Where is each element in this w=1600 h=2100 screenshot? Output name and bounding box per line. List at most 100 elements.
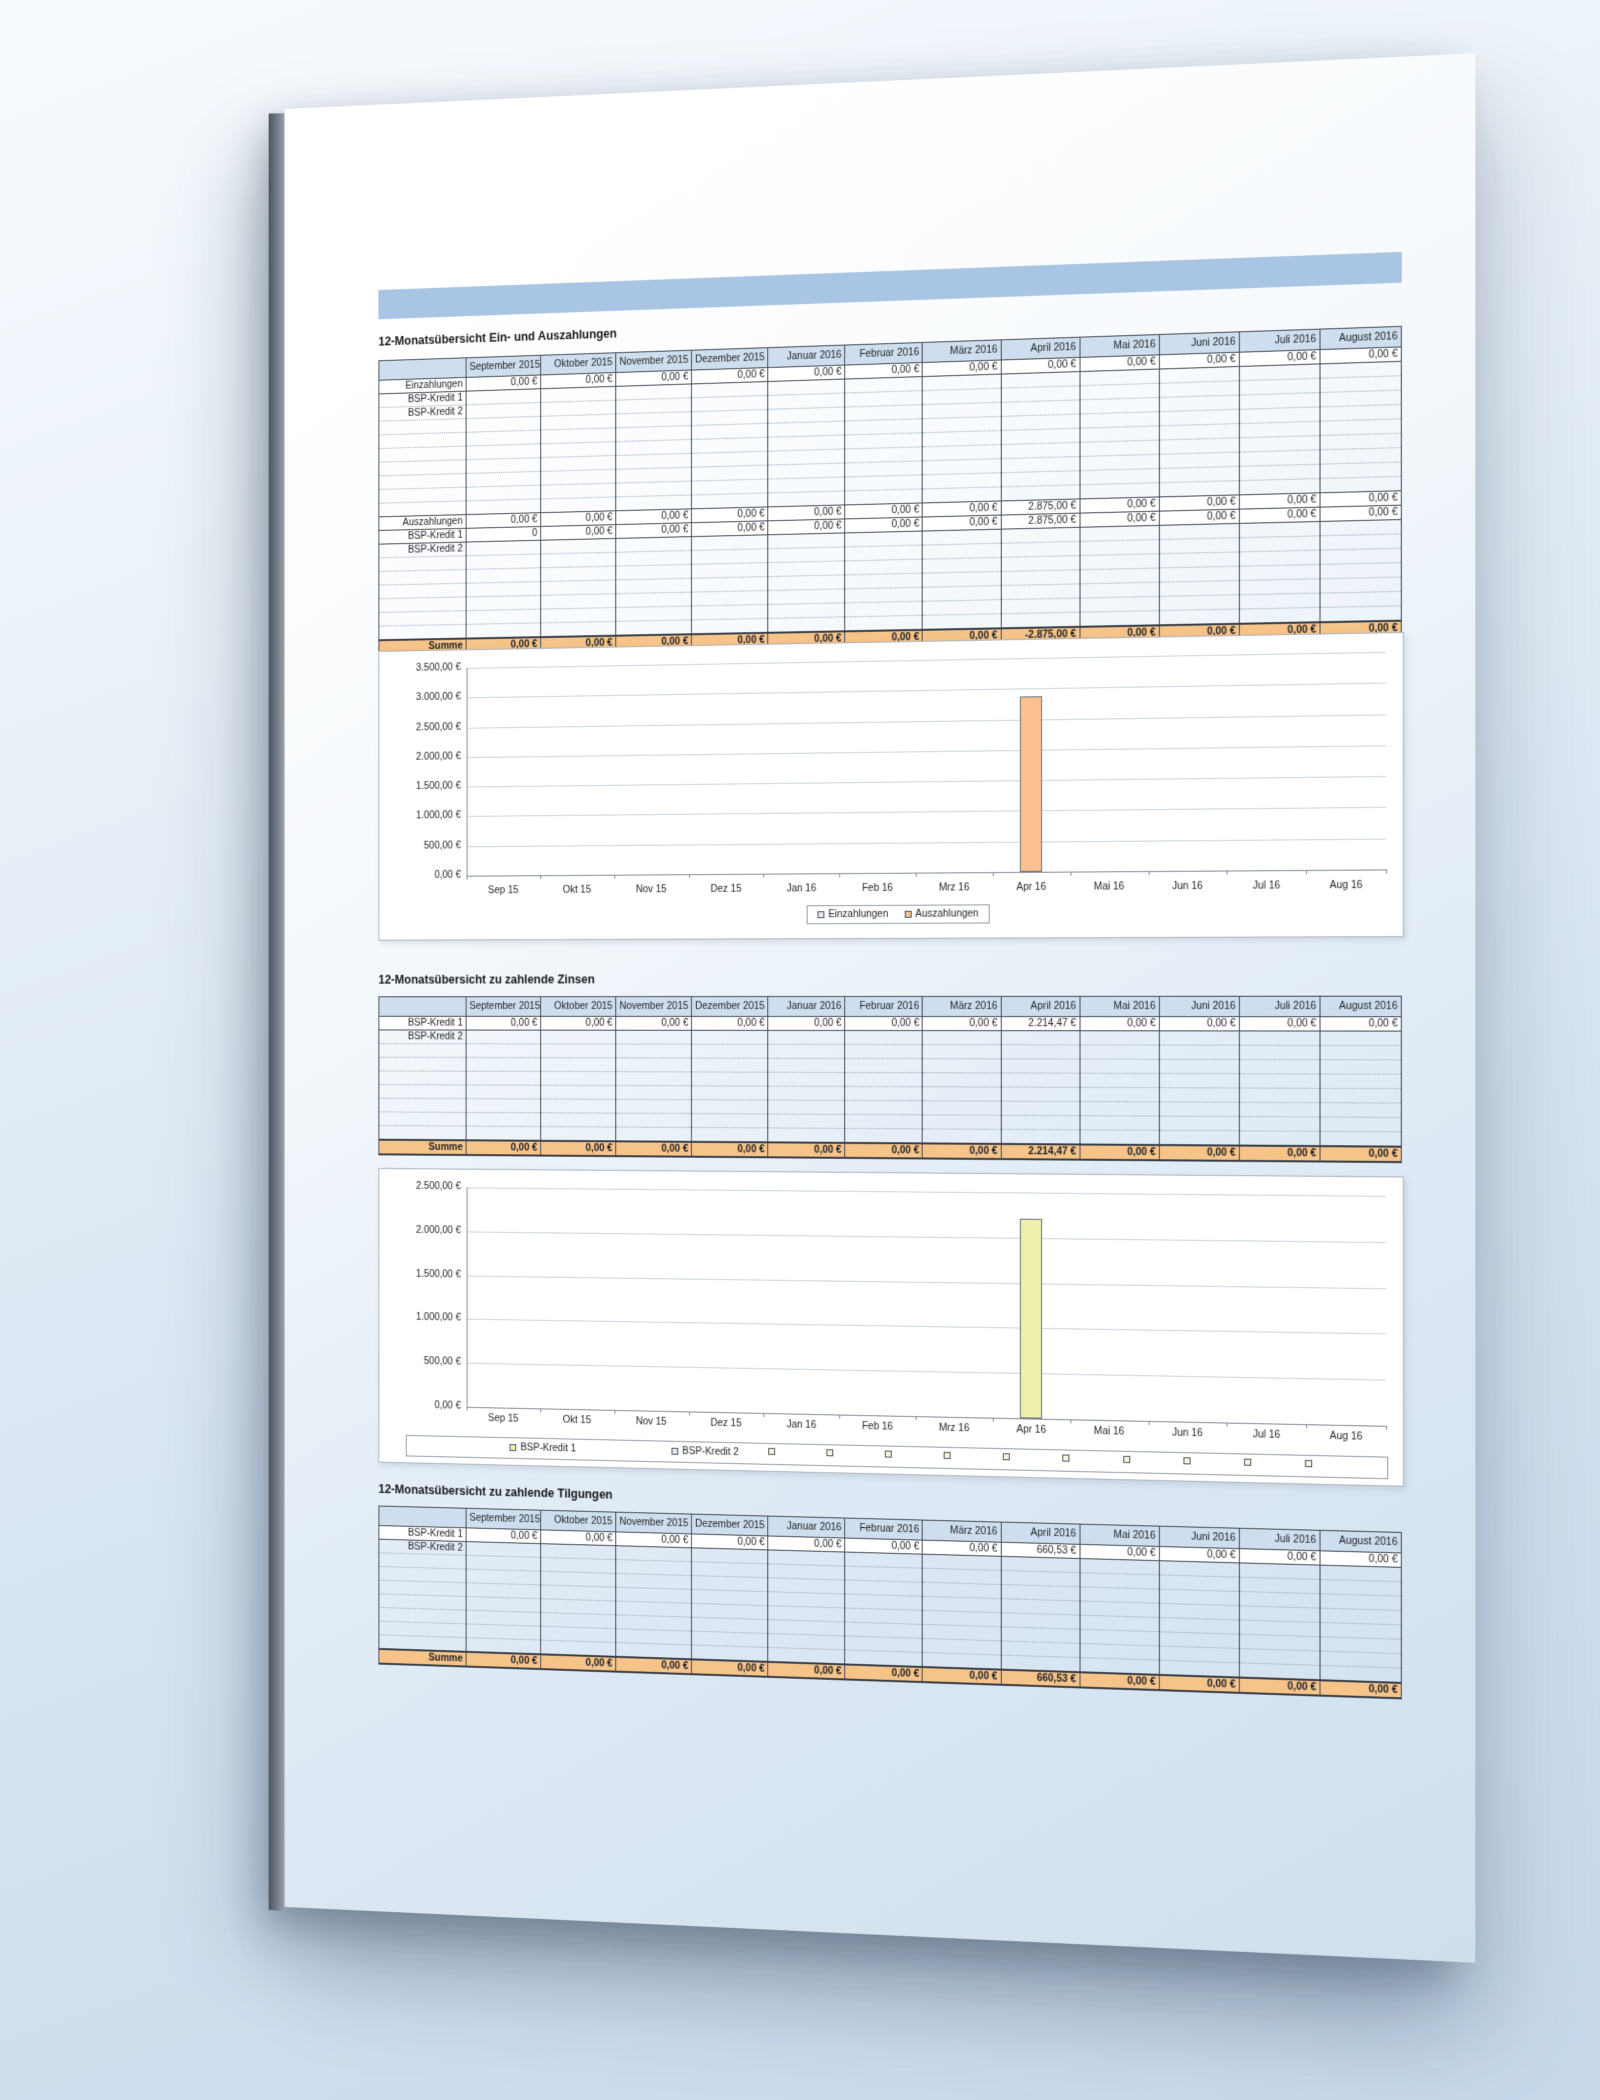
legend-marker xyxy=(904,910,912,918)
y-axis-line xyxy=(466,1187,468,1407)
month-header: September 2015 xyxy=(466,355,541,378)
gridline xyxy=(466,713,1387,729)
cell-value: 0,00 € xyxy=(466,1140,541,1156)
row-label xyxy=(378,1070,467,1085)
legend-item: Auszahlungen xyxy=(904,908,979,920)
cell-value xyxy=(768,1113,846,1129)
month-header: Februar 2016 xyxy=(845,342,923,366)
legend-marker xyxy=(1003,1453,1011,1461)
cell-value: 0,00 € xyxy=(845,1664,923,1683)
section-title-zinsen: 12-Monatsübersicht zu zahlende Zinsen xyxy=(378,972,595,987)
cell-value xyxy=(1319,1116,1402,1132)
cell-value xyxy=(691,1030,769,1045)
cell-value xyxy=(1159,1101,1240,1117)
cell-value xyxy=(466,1084,541,1099)
cell-value xyxy=(922,1128,1001,1144)
month-header: März 2016 xyxy=(922,339,1001,363)
gridline xyxy=(466,1362,1387,1381)
cell-value xyxy=(691,1113,769,1128)
x-axis-label: Okt 15 xyxy=(562,884,592,896)
cell-value: 0,00 € xyxy=(1079,1016,1160,1031)
axis-tick xyxy=(839,1414,841,1419)
cell-value xyxy=(1159,609,1240,626)
legend-marker xyxy=(884,1450,892,1458)
x-axis-label: Jan 16 xyxy=(786,1419,817,1432)
axis-tick xyxy=(466,875,468,880)
x-axis-label: Aug 16 xyxy=(1329,879,1363,892)
cell-value xyxy=(1239,1030,1320,1046)
gridline xyxy=(466,776,1387,788)
month-header: Mai 2016 xyxy=(1079,996,1160,1017)
cell-value xyxy=(768,1127,846,1143)
bar-auszahlungen xyxy=(1020,696,1043,872)
cell-value xyxy=(1319,605,1402,623)
cell-value xyxy=(1079,1129,1160,1146)
month-header: Juli 2016 xyxy=(1239,1528,1320,1551)
cell-value xyxy=(1239,1045,1320,1060)
cell-value xyxy=(615,1044,692,1059)
cell-value xyxy=(540,1126,616,1142)
axis-tick xyxy=(992,872,994,877)
cell-value xyxy=(615,1057,692,1072)
y-axis-label: 0,00 € xyxy=(434,1400,461,1412)
cell-value xyxy=(1159,1073,1240,1088)
cell-value xyxy=(768,1100,846,1115)
cell-value xyxy=(691,1071,769,1087)
cell-value xyxy=(615,1071,692,1086)
x-axis-label: Feb 16 xyxy=(862,882,893,894)
table-corner-cell xyxy=(378,996,467,1017)
cell-value xyxy=(845,1086,923,1101)
month-header: September 2015 xyxy=(466,1508,541,1530)
cell-value: 0,00 € xyxy=(922,1016,1001,1031)
bar-bsp-kredit-1 xyxy=(1020,1218,1043,1419)
legend-label: BSP-Kredit 1 xyxy=(520,1442,576,1455)
legend-label: Auszahlungen xyxy=(915,908,979,920)
legend-marker xyxy=(943,1451,951,1460)
cell-value xyxy=(615,1085,692,1100)
cell-value xyxy=(1079,1044,1160,1060)
axis-tick xyxy=(1226,1422,1228,1427)
legend-marker xyxy=(1305,1459,1313,1468)
month-header: April 2016 xyxy=(1000,337,1080,360)
y-axis-label: 500,00 € xyxy=(423,840,461,852)
legend-marker xyxy=(1122,1455,1130,1464)
cell-value xyxy=(922,1100,1001,1116)
month-header: November 2015 xyxy=(615,1512,692,1534)
cell-value xyxy=(845,1030,923,1045)
cell-value xyxy=(1000,1115,1080,1130)
axis-tick xyxy=(1386,869,1388,874)
cell-value: 0,00 € xyxy=(1079,1144,1160,1161)
axis-tick xyxy=(1306,1424,1308,1429)
legend-marker xyxy=(1062,1454,1070,1462)
row-label xyxy=(378,1098,467,1113)
cell-value xyxy=(540,1030,616,1045)
x-axis-label: Mai 16 xyxy=(1093,881,1125,893)
row-label: BSP-Kredit 2 xyxy=(378,1029,467,1044)
cell-value xyxy=(466,609,541,625)
y-axis-label: 500,00 € xyxy=(423,1356,461,1368)
axis-tick xyxy=(1306,869,1308,875)
cell-value xyxy=(1239,1130,1320,1147)
month-header: Januar 2016 xyxy=(768,1516,846,1539)
legend-marker xyxy=(943,1451,951,1460)
cell-value: 0,00 € xyxy=(1319,1146,1402,1163)
table-row: BSP-Kredit 1 0,00 €0,00 €0,00 €0,00 €0,00… xyxy=(378,1016,1402,1032)
cell-value xyxy=(1159,1045,1240,1060)
y-axis-label: 2.000,00 € xyxy=(415,1224,461,1237)
legend-item: BSP-Kredit 2 xyxy=(671,1446,739,1458)
month-header: August 2016 xyxy=(1319,1530,1402,1553)
legend-marker xyxy=(1243,1458,1252,1466)
cell-value xyxy=(1239,1059,1320,1074)
axis-tick xyxy=(613,1409,615,1414)
cell-value xyxy=(1239,1102,1320,1117)
cell-value xyxy=(691,1044,769,1059)
legend-label: Einzahlungen xyxy=(828,908,889,921)
month-header: Oktober 2015 xyxy=(540,996,616,1017)
table-zinsen: September 2015 Oktober 2015 November 2015 D… xyxy=(378,995,1402,1164)
x-axis-label: Mai 16 xyxy=(1093,1425,1125,1438)
row-label: Summe xyxy=(378,1648,467,1667)
cell-value: 0,00 € xyxy=(540,1140,616,1157)
month-header: August 2016 xyxy=(1319,996,1402,1017)
cell-value xyxy=(845,1044,923,1059)
x-axis-label: Aug 16 xyxy=(1329,1430,1363,1443)
